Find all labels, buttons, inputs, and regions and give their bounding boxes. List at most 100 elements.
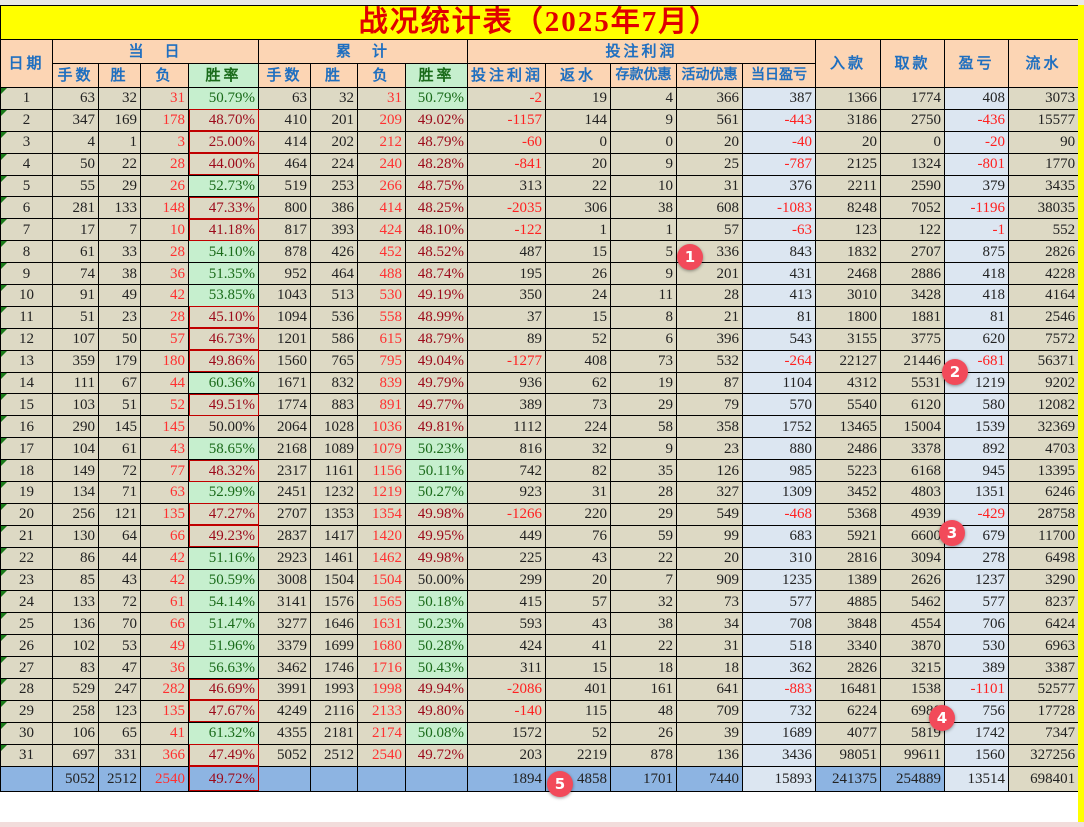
cell-bet-profit[interactable]: 89: [467, 327, 546, 351]
cell-wins[interactable]: 61: [98, 437, 141, 461]
cell-turnover[interactable]: 28758: [1007, 502, 1080, 526]
cell-cum-wins[interactable]: 2512: [310, 743, 358, 767]
cell-cum-hands[interactable]: 3141: [258, 590, 311, 614]
cell-wins[interactable]: 72: [98, 459, 141, 483]
cell-losses[interactable]: 63: [140, 481, 189, 504]
cell-activity-bonus[interactable]: 20: [676, 546, 743, 570]
cell-daily-pl[interactable]: -1083: [742, 196, 816, 220]
cell-activity-bonus[interactable]: 23: [676, 437, 743, 461]
cell-pl[interactable]: 379: [944, 174, 1009, 198]
cell-win-rate[interactable]: 54.14%: [188, 590, 259, 614]
cell-daily-pl[interactable]: 985: [742, 459, 816, 483]
cell-rebate[interactable]: 306: [545, 196, 611, 220]
cell-deposit-bonus[interactable]: 161: [610, 678, 677, 701]
cell-cum-hands[interactable]: 410: [258, 108, 311, 132]
cell-losses[interactable]: 42: [140, 284, 189, 307]
cell-hands[interactable]: 51: [52, 305, 99, 329]
cell-cum-losses[interactable]: 1565: [357, 590, 406, 614]
cell-deposit-bonus[interactable]: 29: [610, 393, 677, 417]
cell-activity-bonus[interactable]: 201: [676, 262, 743, 286]
cell-pl[interactable]: -20: [944, 130, 1009, 154]
cell-turnover[interactable]: 12082: [1007, 393, 1080, 417]
cell-rebate[interactable]: 43: [545, 612, 611, 636]
cell-activity-bonus[interactable]: 34: [676, 612, 743, 636]
cell-wins[interactable]: 121: [98, 502, 141, 526]
cell-daily-pl[interactable]: 683: [742, 524, 816, 548]
cell-win-rate[interactable]: 49.86%: [188, 349, 259, 373]
cell-activity-bonus[interactable]: 25: [676, 152, 743, 176]
cell-cum-wins[interactable]: 464: [310, 262, 358, 286]
cell-bet-profit[interactable]: 923: [467, 481, 546, 504]
cell-deposit-bonus[interactable]: 58: [610, 415, 677, 439]
cell-bet-profit[interactable]: -60: [467, 130, 546, 154]
cell-deposit-bonus[interactable]: 8: [610, 305, 677, 329]
cell-cum-hands[interactable]: 800: [258, 196, 311, 220]
cell-bet-profit[interactable]: -841: [467, 152, 546, 176]
cell-cum-hands[interactable]: 3277: [258, 612, 311, 636]
cell-deposit[interactable]: 1366: [815, 87, 881, 110]
cell-activity-bonus[interactable]: 532: [676, 349, 743, 373]
cell-cum-hands[interactable]: 3991: [258, 678, 311, 701]
cell-bet-profit[interactable]: -122: [467, 218, 546, 242]
cell-rebate[interactable]: 57: [545, 590, 611, 614]
cell-hands[interactable]: 106: [52, 721, 99, 745]
cell-deposit-bonus[interactable]: 48: [610, 699, 677, 723]
cell-cum-hands[interactable]: 952: [258, 262, 311, 286]
cell-deposit[interactable]: 5223: [815, 459, 881, 483]
cell-date[interactable]: 31: [0, 743, 53, 767]
cell-cum-wins[interactable]: 513: [310, 284, 358, 307]
cell-daily-pl[interactable]: 362: [742, 656, 816, 680]
cell-date[interactable]: [0, 765, 53, 792]
cell-win-rate[interactable]: 41.18%: [188, 218, 259, 242]
cell-turnover[interactable]: 8237: [1007, 590, 1080, 614]
subheader-11[interactable]: 活动优惠: [676, 63, 743, 88]
cell-losses[interactable]: 145: [140, 415, 189, 439]
cell-rebate[interactable]: 31: [545, 481, 611, 504]
cell-win-rate[interactable]: 58.65%: [188, 437, 259, 461]
cell-losses[interactable]: 28: [140, 240, 189, 264]
cell-date[interactable]: 12: [0, 327, 53, 351]
cell-deposit-bonus[interactable]: 0: [610, 130, 677, 154]
cell-deposit-bonus[interactable]: 9: [610, 437, 677, 461]
cell-cum-win-rate[interactable]: 48.10%: [405, 218, 468, 242]
cell-activity-bonus[interactable]: 28: [676, 284, 743, 307]
cell-rebate[interactable]: 15: [545, 656, 611, 680]
cell-cum-losses[interactable]: 1156: [357, 459, 406, 483]
cell-deposit[interactable]: 2211: [815, 174, 881, 198]
cell-activity-bonus[interactable]: 31: [676, 174, 743, 198]
cell-win-rate[interactable]: 49.51%: [188, 393, 259, 417]
cell-cum-hands[interactable]: 464: [258, 152, 311, 176]
cell-cum-win-rate[interactable]: [405, 765, 468, 792]
cell-cum-losses[interactable]: 1420: [357, 524, 406, 548]
cell-deposit-bonus[interactable]: 10: [610, 174, 677, 198]
cell-activity-bonus[interactable]: 396: [676, 327, 743, 351]
cell-withdraw[interactable]: 21446: [880, 349, 945, 373]
cell-bet-profit[interactable]: 1894: [467, 765, 546, 792]
cell-daily-pl[interactable]: 708: [742, 612, 816, 636]
cell-withdraw[interactable]: 1324: [880, 152, 945, 176]
cell-hands[interactable]: 63: [52, 87, 99, 110]
cell-date[interactable]: 29: [0, 699, 53, 723]
cell-win-rate[interactable]: 46.73%: [188, 327, 259, 351]
cell-pl[interactable]: 875: [944, 240, 1009, 264]
cell-cum-win-rate[interactable]: 50.28%: [405, 634, 468, 658]
cell-pl[interactable]: 1539: [944, 415, 1009, 439]
cell-hands[interactable]: 86: [52, 546, 99, 570]
cell-cum-losses[interactable]: 530: [357, 284, 406, 307]
cell-deposit[interactable]: 3010: [815, 284, 881, 307]
cell-cum-hands[interactable]: [258, 765, 311, 792]
cell-cum-win-rate[interactable]: 48.75%: [405, 174, 468, 198]
cell-deposit[interactable]: 1800: [815, 305, 881, 329]
cell-losses[interactable]: 2540: [140, 765, 189, 792]
cell-cum-wins[interactable]: 1504: [310, 568, 358, 592]
cell-deposit[interactable]: 3155: [815, 327, 881, 351]
cell-deposit-bonus[interactable]: 22: [610, 634, 677, 658]
cell-daily-pl[interactable]: -63: [742, 218, 816, 242]
cell-activity-bonus[interactable]: 641: [676, 678, 743, 701]
cell-daily-pl[interactable]: 81: [742, 305, 816, 329]
cell-date[interactable]: 1: [0, 87, 53, 110]
cell-cum-wins[interactable]: 765: [310, 349, 358, 373]
cell-rebate[interactable]: 224: [545, 415, 611, 439]
cell-daily-pl[interactable]: 1752: [742, 415, 816, 439]
cell-hands[interactable]: 85: [52, 568, 99, 592]
